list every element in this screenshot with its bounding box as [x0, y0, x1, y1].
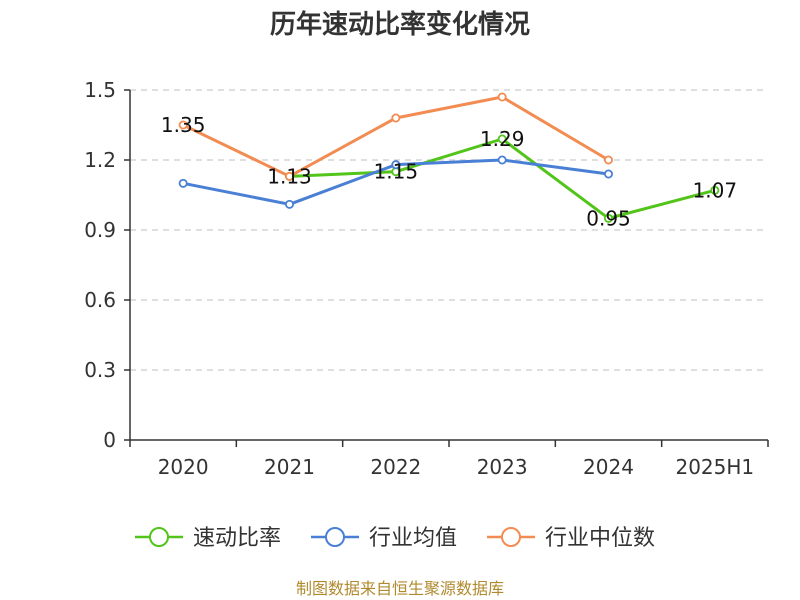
- data-point: [604, 213, 614, 223]
- series-lines: [178, 92, 720, 223]
- data-point: [497, 92, 507, 102]
- data-point: [497, 155, 507, 165]
- legend-marker: [149, 527, 169, 547]
- x-tick-label: 2023: [477, 455, 528, 479]
- source-note: 制图数据来自恒生聚源数据库: [296, 579, 504, 598]
- grid-lines: [130, 89, 768, 371]
- y-tick-labels: 0 0.3 0.6 0.9 1.2 1.5: [84, 78, 130, 452]
- y-tick-label: 1.5: [84, 78, 116, 102]
- y-tick-label: 0: [103, 428, 116, 452]
- data-label: 1.35: [161, 113, 206, 137]
- data-point: [178, 178, 188, 188]
- x-tick-labels: 2020 2021 2022 2023 2024 2025H1: [129, 440, 769, 479]
- data-labels: 1.13 1.15 1.29 0.95 1.07 1.35: [161, 113, 737, 230]
- data-point: [391, 113, 401, 123]
- x-tick-label: 2025H1: [675, 455, 754, 479]
- data-point: [710, 185, 720, 195]
- chart-title: 历年速动比率变化情况: [270, 9, 530, 40]
- data-label: 1.15: [374, 160, 419, 184]
- data-point: [284, 171, 294, 181]
- y-tick-label: 0.3: [84, 358, 116, 382]
- y-tick-label: 1.2: [84, 148, 116, 172]
- data-label: 1.07: [693, 178, 738, 202]
- data-point: [604, 155, 614, 165]
- data-point: [497, 134, 507, 144]
- y-tick-label: 0.6: [84, 288, 116, 312]
- x-tick-label: 2021: [264, 455, 315, 479]
- data-point: [284, 199, 294, 209]
- data-point: [178, 120, 188, 130]
- x-tick-label: 2024: [583, 455, 634, 479]
- legend: 速动比率 行业均值 行业中位数: [135, 526, 655, 551]
- data-label: 0.95: [586, 206, 631, 230]
- data-label: 1.13: [267, 164, 312, 188]
- data-point: [391, 160, 401, 170]
- legend-label: 行业中位数: [545, 526, 655, 551]
- axes: [129, 90, 768, 441]
- data-label: 1.29: [480, 127, 525, 151]
- legend-label: 速动比率: [193, 526, 281, 551]
- y-tick-label: 0.9: [84, 218, 116, 242]
- x-tick-label: 2020: [158, 455, 209, 479]
- data-point: [604, 169, 614, 179]
- legend-label: 行业均值: [369, 526, 457, 551]
- x-tick-label: 2022: [370, 455, 421, 479]
- legend-marker: [501, 527, 521, 547]
- legend-marker: [325, 527, 345, 547]
